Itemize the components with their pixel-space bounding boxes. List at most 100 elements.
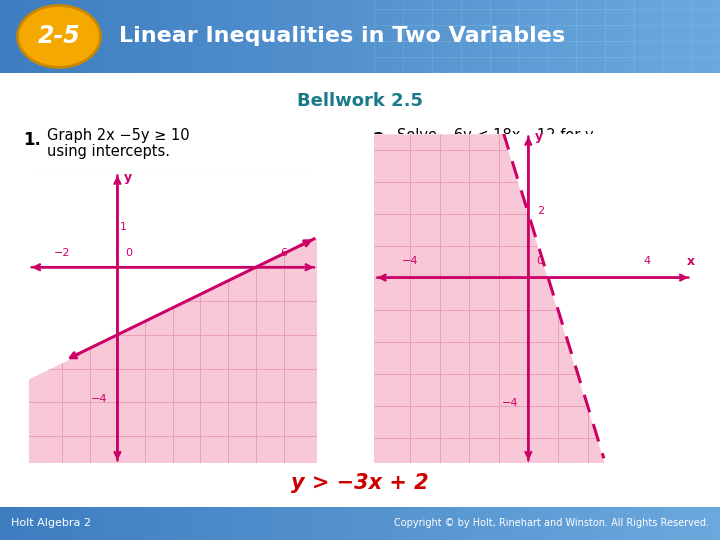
Text: Linear Inequalities in Two Variables: Linear Inequalities in Two Variables bbox=[119, 26, 565, 46]
Bar bbox=[209, 0, 216, 73]
Bar bbox=[504, 0, 511, 73]
Bar bbox=[634, 0, 641, 73]
Bar bbox=[230, 507, 238, 540]
Text: Solve −6y < 18x – 12 for y.: Solve −6y < 18x – 12 for y. bbox=[397, 129, 597, 143]
Bar bbox=[655, 0, 662, 73]
Bar bbox=[202, 507, 209, 540]
Bar bbox=[504, 507, 511, 540]
Bar bbox=[209, 507, 216, 540]
Bar bbox=[331, 507, 338, 540]
Bar bbox=[446, 507, 454, 540]
Text: Bellwork 2.5: Bellwork 2.5 bbox=[297, 92, 423, 110]
Bar bbox=[79, 507, 86, 540]
Bar bbox=[266, 0, 274, 73]
Bar bbox=[576, 507, 583, 540]
Bar bbox=[302, 0, 310, 73]
Bar bbox=[223, 0, 230, 73]
Bar bbox=[641, 507, 648, 540]
Bar bbox=[281, 507, 288, 540]
Bar bbox=[187, 507, 194, 540]
Bar bbox=[58, 0, 65, 73]
Bar bbox=[670, 507, 677, 540]
Text: 1: 1 bbox=[120, 222, 127, 232]
Bar bbox=[115, 507, 122, 540]
Bar bbox=[288, 0, 295, 73]
Bar bbox=[425, 507, 432, 540]
Bar bbox=[396, 507, 403, 540]
Text: y: y bbox=[535, 130, 543, 143]
Bar bbox=[605, 507, 612, 540]
Bar bbox=[619, 0, 626, 73]
Text: 2.: 2. bbox=[373, 131, 391, 149]
Bar bbox=[490, 0, 497, 73]
Bar bbox=[274, 507, 281, 540]
Bar bbox=[115, 0, 122, 73]
Bar bbox=[533, 507, 540, 540]
Bar bbox=[418, 0, 425, 73]
Bar bbox=[389, 0, 396, 73]
Text: y: y bbox=[124, 171, 132, 184]
Bar bbox=[374, 507, 382, 540]
Bar bbox=[583, 507, 590, 540]
Bar bbox=[554, 507, 562, 540]
Bar bbox=[310, 0, 317, 73]
Bar bbox=[518, 0, 526, 73]
Bar bbox=[713, 507, 720, 540]
Bar bbox=[295, 507, 302, 540]
Text: −4: −4 bbox=[402, 256, 418, 266]
Bar bbox=[346, 507, 353, 540]
Bar bbox=[526, 0, 533, 73]
Bar bbox=[72, 0, 79, 73]
Bar bbox=[468, 0, 475, 73]
Bar bbox=[432, 0, 439, 73]
Bar bbox=[410, 0, 418, 73]
Bar bbox=[706, 0, 713, 73]
Bar bbox=[446, 0, 454, 73]
Bar bbox=[144, 0, 151, 73]
Bar bbox=[223, 507, 230, 540]
Bar bbox=[540, 0, 547, 73]
Bar bbox=[482, 0, 490, 73]
Bar bbox=[518, 507, 526, 540]
Bar bbox=[475, 0, 482, 73]
Bar bbox=[101, 507, 108, 540]
Bar bbox=[79, 0, 86, 73]
Bar bbox=[22, 507, 29, 540]
Text: −4: −4 bbox=[91, 394, 108, 404]
Bar bbox=[317, 507, 324, 540]
Bar bbox=[252, 0, 259, 73]
Bar bbox=[677, 0, 684, 73]
Bar bbox=[324, 507, 331, 540]
Text: Holt Algebra 2: Holt Algebra 2 bbox=[11, 518, 91, 528]
Bar bbox=[43, 507, 50, 540]
Bar bbox=[94, 507, 101, 540]
Bar bbox=[86, 507, 94, 540]
Bar bbox=[43, 0, 50, 73]
Bar bbox=[173, 0, 180, 73]
Bar bbox=[497, 507, 504, 540]
Bar bbox=[266, 507, 274, 540]
Bar bbox=[7, 507, 14, 540]
Bar bbox=[324, 0, 331, 73]
Bar bbox=[439, 507, 446, 540]
Bar bbox=[50, 507, 58, 540]
Bar bbox=[180, 0, 187, 73]
Bar bbox=[605, 0, 612, 73]
Bar bbox=[461, 0, 468, 73]
Bar bbox=[547, 507, 554, 540]
Bar bbox=[626, 507, 634, 540]
Bar bbox=[108, 0, 115, 73]
Bar bbox=[497, 0, 504, 73]
Bar bbox=[202, 0, 209, 73]
Bar bbox=[454, 507, 461, 540]
Bar bbox=[259, 0, 266, 73]
Bar bbox=[482, 507, 490, 540]
Bar bbox=[245, 507, 252, 540]
Bar bbox=[14, 0, 22, 73]
Bar bbox=[562, 0, 569, 73]
Bar bbox=[576, 0, 583, 73]
Bar bbox=[58, 507, 65, 540]
Bar bbox=[194, 0, 202, 73]
Bar bbox=[396, 0, 403, 73]
Bar bbox=[475, 507, 482, 540]
